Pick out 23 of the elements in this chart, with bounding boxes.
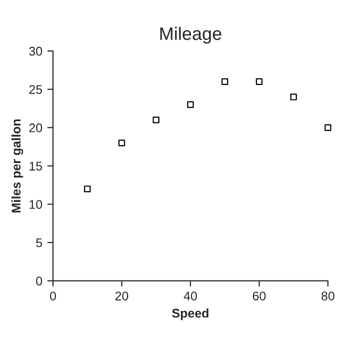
point [221, 78, 228, 85]
point [84, 186, 91, 192]
y-tick-label: 25 [29, 85, 42, 94]
y-tick-label: 10 [30, 200, 42, 209]
point [118, 140, 126, 146]
point [290, 94, 297, 100]
x-tick-label: 0 [50, 292, 56, 300]
y-tick-label: 5 [36, 238, 42, 248]
y-tick-label: 20 [29, 123, 42, 132]
x-axis-title: Speed [172, 308, 208, 320]
point [256, 78, 263, 85]
y-tick-label: 15 [30, 162, 42, 171]
x-tick-label: 20 [115, 292, 128, 300]
x-tick-label: 80 [322, 292, 334, 300]
point [187, 101, 194, 108]
point [324, 124, 332, 131]
x-tick-label: 60 [252, 292, 266, 300]
y-tick-label: 30 [29, 46, 42, 56]
y-axis-title: Miles per gallon [11, 119, 24, 212]
y-tick-label: 0 [36, 276, 42, 286]
chart-title: Mileage [160, 26, 222, 44]
x-tick-label: 40 [184, 292, 197, 300]
point [152, 116, 160, 124]
